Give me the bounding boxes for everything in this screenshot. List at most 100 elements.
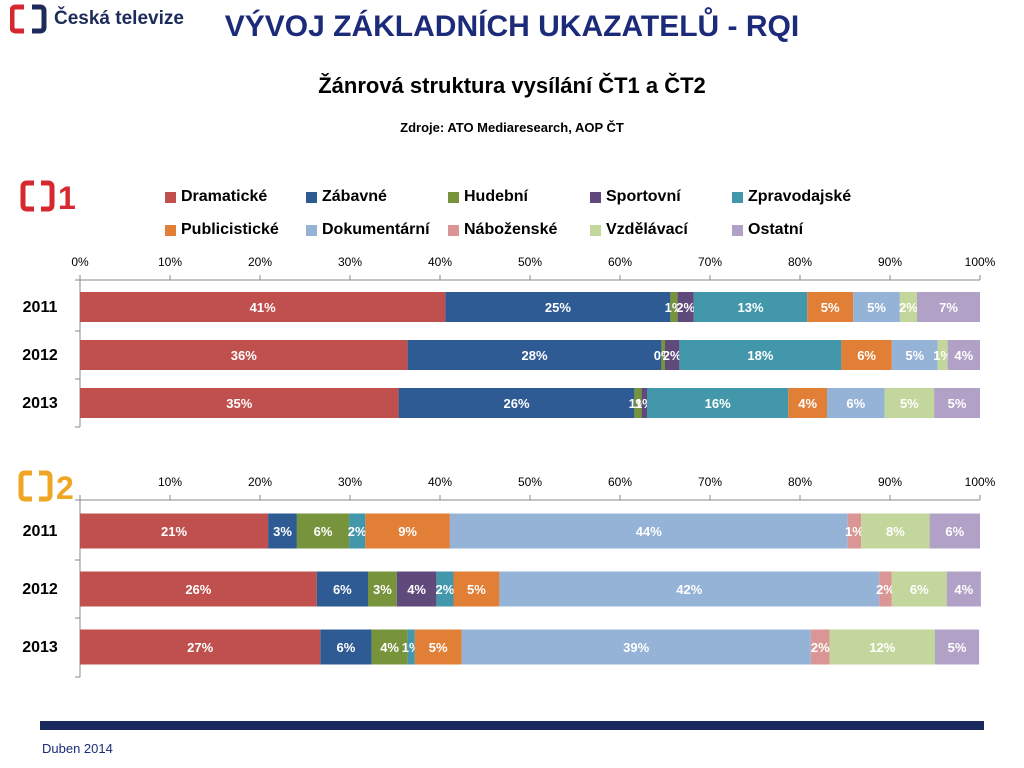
legend-swatch <box>448 224 459 236</box>
data-label: 5% <box>467 582 486 597</box>
bar-segment <box>80 340 408 370</box>
data-label: 6% <box>333 582 352 597</box>
legend-swatch <box>448 191 459 203</box>
x-tick-label: 60% <box>608 255 632 269</box>
bar-segment <box>499 571 880 607</box>
data-label: 27% <box>187 640 213 655</box>
ct1-logo-icon: 1 <box>20 180 76 216</box>
bar-segment <box>445 292 671 322</box>
bar-segment <box>884 388 935 418</box>
legend-item-nabozenske: Náboženské <box>448 220 557 240</box>
data-label: 21% <box>161 524 187 539</box>
x-tick-label: 50% <box>518 255 542 269</box>
data-label: 3% <box>373 582 392 597</box>
data-label: 9% <box>398 524 417 539</box>
legend-item-ostatni: Ostatní <box>732 220 803 240</box>
bar-segment <box>320 629 372 665</box>
bar-segment <box>634 388 642 418</box>
ct-logo-icon <box>10 4 47 34</box>
bar-segment <box>461 629 811 665</box>
data-label: 25% <box>545 300 571 315</box>
ct2-number: 2 <box>56 470 74 502</box>
legend-item-zabavne: Zábavné <box>306 187 387 207</box>
bar-segment <box>396 571 437 607</box>
legend-label: Ostatní <box>748 221 804 238</box>
legend-label: Sportovní <box>606 188 681 205</box>
bar-segment <box>937 340 948 370</box>
legend-item-hudebni: Hudební <box>448 187 528 207</box>
legend-swatch <box>165 191 176 203</box>
data-label: 18% <box>747 348 773 363</box>
data-label: 4% <box>954 582 973 597</box>
legend-label: Publicistické <box>181 221 279 238</box>
legend-label: Hudební <box>464 188 528 205</box>
data-label: 3% <box>273 524 292 539</box>
legend-item-zpravodajske: Zpravodajské <box>732 187 851 207</box>
ct1-genre-chart: 0% 10% 20% 30% 40% 50% 60% 70% 80% 90% 100% 2011 41%… <box>22 255 996 428</box>
data-label: 6% <box>846 396 865 411</box>
bar-segment <box>693 292 808 322</box>
data-label: 6% <box>314 524 333 539</box>
bar-segment <box>665 340 680 370</box>
data-label: 26% <box>185 582 211 597</box>
bar-segment <box>316 571 368 607</box>
data-label: 28% <box>521 348 547 363</box>
bar-segment <box>891 571 947 607</box>
bar-segment <box>847 513 862 549</box>
data-label: 12% <box>869 640 895 655</box>
data-label: 1% <box>845 524 864 539</box>
x-tick-label: 50% <box>518 475 542 489</box>
data-label: 13% <box>737 300 763 315</box>
bar-segment <box>946 571 981 607</box>
bar-segment <box>935 629 980 665</box>
page-title: VÝVOJ ZÁKLADNÍCH UKAZATELŮ - RQI <box>224 10 800 43</box>
ct2-genre-chart: 10% 20% 30% 40% 50% 60% 70% 80% 90% 100% 2011 21% 3%… <box>22 475 996 678</box>
bar-segment <box>788 388 827 418</box>
bar-segment <box>679 340 842 370</box>
legend-swatch <box>732 191 743 203</box>
bar-segment <box>861 513 930 549</box>
bar-segment <box>899 292 917 322</box>
legend-item-dokumentarni: Dokumentární <box>306 220 430 240</box>
x-tick-label: 70% <box>698 475 722 489</box>
legend-swatch <box>590 224 601 236</box>
ct2-logo: 2 <box>18 470 90 506</box>
data-label: 6% <box>857 348 876 363</box>
legend-label: Náboženské <box>464 221 558 238</box>
data-label: 39% <box>623 640 649 655</box>
x-tick-label: 0% <box>71 255 89 269</box>
bar-segment <box>677 292 694 322</box>
x-tick-label: 40% <box>428 475 452 489</box>
bar-segment <box>647 388 789 418</box>
x-tick-label: 30% <box>338 475 362 489</box>
bar-segment <box>398 388 635 418</box>
x-tick-label: 20% <box>248 255 272 269</box>
bar-segment <box>917 292 980 322</box>
bar-segment <box>829 629 935 665</box>
data-label: 5% <box>948 640 967 655</box>
x-tick-label: 100% <box>965 475 996 489</box>
data-label: 7% <box>939 300 958 315</box>
bar-segment <box>365 513 450 549</box>
bar-segment <box>891 340 938 370</box>
legend-item-publicisticke: Publicistické <box>165 220 279 240</box>
data-label: 8% <box>886 524 905 539</box>
ct1-number: 1 <box>58 180 76 212</box>
footer-bar <box>40 721 984 730</box>
bar-segment <box>407 340 662 370</box>
legend-item-dramaticke: Dramatické <box>165 187 267 207</box>
data-label: 2% <box>663 348 682 363</box>
bar-segment <box>80 513 269 549</box>
chart-subtitle: Žánrová struktura vysílání ČT1 a ČT2 <box>318 73 706 98</box>
x-tick-label: 90% <box>878 475 902 489</box>
bar-segment <box>841 340 892 370</box>
data-label: 5% <box>905 348 924 363</box>
category-label: 2013 <box>22 395 58 412</box>
bar-segment <box>807 292 854 322</box>
bar-segment <box>449 513 848 549</box>
bar-segment <box>371 629 408 665</box>
bar-segment <box>349 513 366 549</box>
legend-label: Zábavné <box>322 188 387 205</box>
data-label: 4% <box>798 396 817 411</box>
bar-segment <box>641 388 647 418</box>
